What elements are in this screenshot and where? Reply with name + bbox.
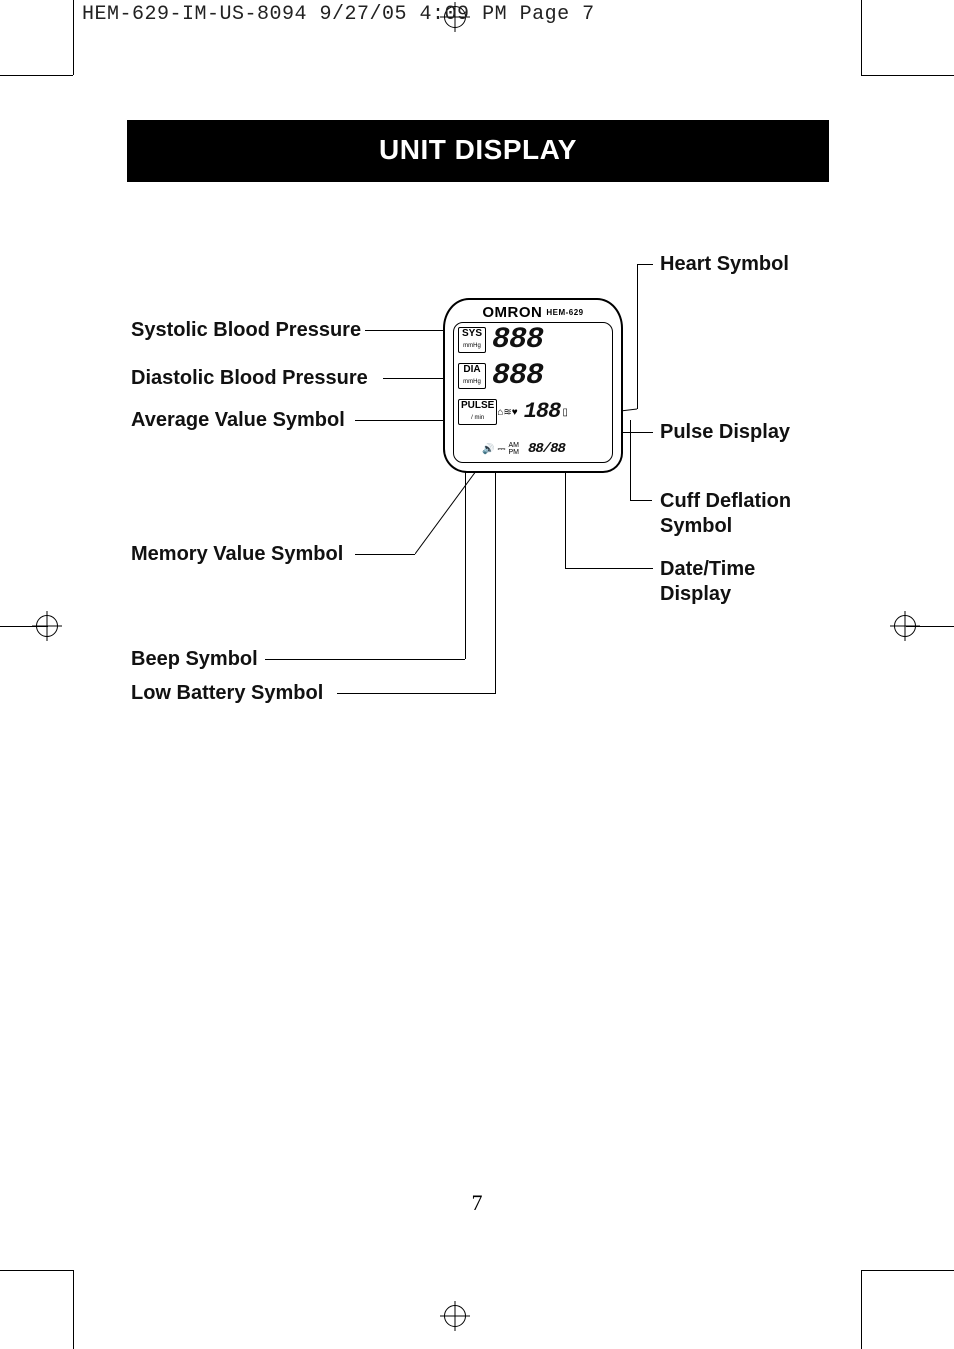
tag-sub: / min	[471, 412, 484, 424]
label-line: Symbol	[660, 515, 732, 537]
heart-icon: ♥	[512, 407, 518, 418]
registration-mark-icon	[444, 1305, 466, 1327]
crop-mark	[861, 75, 954, 76]
label-date-time: Date/Time Display	[660, 557, 830, 607]
dia-tag: DIA mmHg	[458, 363, 486, 389]
sys-value: 888	[492, 327, 543, 353]
leader-line	[265, 659, 465, 660]
crop-mark	[73, 1270, 74, 1349]
tag-sub: mmHg	[463, 340, 481, 352]
label-systolic: Systolic Blood Pressure	[131, 318, 361, 343]
leader-line	[495, 463, 496, 694]
page-number: 7	[0, 1190, 954, 1216]
tag-sub: mmHg	[463, 376, 481, 388]
leader-line	[630, 420, 631, 500]
tag-text: SYS	[462, 328, 482, 340]
leader-line	[465, 456, 466, 659]
label-line: Cuff Deflation	[660, 490, 791, 512]
am-text: AM	[508, 442, 519, 449]
tag-text: DIA	[463, 364, 480, 376]
label-line: Display	[660, 583, 731, 605]
ampm: AM PM	[508, 442, 519, 456]
pm-text: PM	[508, 449, 519, 456]
label-beep: Beep Symbol	[131, 647, 258, 672]
label-cuff-deflation: Cuff Deflation Symbol	[660, 489, 830, 539]
section-title: UNIT DISPLAY	[127, 120, 829, 182]
label-memory: Memory Value Symbol	[131, 542, 343, 567]
prepress-header: HEM-629-IM-US-8094 9/27/05 4:09 PM Page …	[82, 3, 595, 26]
leader-line	[565, 461, 566, 568]
brand-text: OMRON	[482, 304, 542, 321]
label-average: Average Value Symbol	[131, 408, 345, 433]
leader-line	[383, 378, 445, 379]
brand-model: HEM-629	[546, 308, 583, 317]
tag-text: PULSE	[461, 400, 494, 412]
label-pulse-display: Pulse Display	[660, 420, 790, 445]
crop-mark	[861, 1270, 954, 1271]
pulse-tag: PULSE / min	[458, 399, 497, 425]
leader-line	[337, 693, 495, 694]
low-battery-icon: ⎓	[497, 444, 505, 455]
label-diastolic: Diastolic Blood Pressure	[131, 366, 368, 391]
device-screen: SYS mmHg 888 DIA mmHg 888 PULSE / min ⌂ …	[453, 322, 613, 463]
leader-line	[355, 554, 415, 555]
registration-mark-icon	[36, 615, 58, 637]
crop-mark	[0, 1270, 73, 1271]
label-heart-symbol: Heart Symbol	[660, 252, 789, 277]
date-time-value: 88/88	[528, 442, 565, 456]
pulse-value: 188	[524, 402, 561, 422]
bottom-symbol-row: 🔊 ⎓ AM PM 88/88	[482, 442, 606, 456]
unit-display-diagram: Systolic Blood Pressure Diastolic Blood …	[127, 238, 847, 758]
registration-mark-icon	[894, 615, 916, 637]
device-illustration: OMRON HEM-629 SYS mmHg 888 DIA mmHg 888 P…	[443, 298, 623, 473]
sys-tag: SYS mmHg	[458, 327, 486, 353]
leader-line	[637, 264, 638, 409]
leader-line	[630, 500, 652, 501]
crop-mark	[861, 0, 862, 75]
crop-mark	[0, 75, 73, 76]
device-brand: OMRON HEM-629	[443, 304, 623, 321]
dia-value: 888	[492, 363, 543, 389]
beep-icon: 🔊	[482, 444, 494, 455]
label-low-battery: Low Battery Symbol	[131, 681, 323, 706]
crop-mark	[861, 1270, 862, 1349]
deflation-icon: ▯	[562, 407, 568, 418]
leader-line	[637, 264, 653, 265]
average-icon: ≋	[503, 407, 511, 418]
crop-mark	[73, 0, 74, 75]
label-line: Date/Time	[660, 558, 755, 580]
leader-line	[565, 568, 653, 569]
